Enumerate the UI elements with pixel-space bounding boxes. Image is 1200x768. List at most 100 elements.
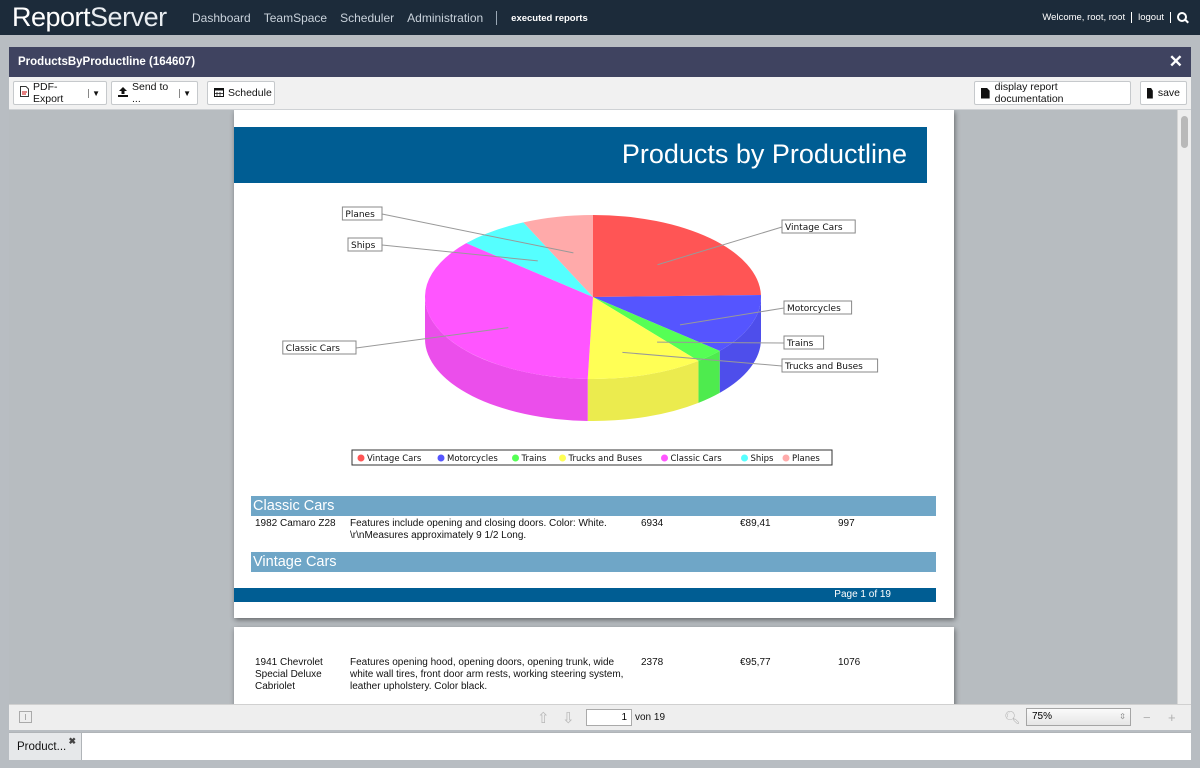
top-navigation-bar: ReportServer Dashboard TeamSpace Schedul… <box>0 0 1200 35</box>
send-to-button[interactable]: Send to ... ▼ <box>111 81 198 105</box>
report-toolbar: PDF-Export ▼ Send to ... ▼ Schedule disp… <box>9 77 1191 110</box>
schedule-button[interactable]: Schedule <box>207 81 275 105</box>
callout-line-1 <box>679 307 785 326</box>
product-name-cell: 1982 Camaro Z28 <box>255 518 336 529</box>
page-footer-text: Page 1 of 19 <box>834 589 891 600</box>
chart-legend: Vintage Cars Motorcycles Trains Trucks and … <box>351 449 833 466</box>
close-tab-icon[interactable]: ✖ <box>68 736 76 746</box>
product-price-cell: €95,77 <box>740 657 771 668</box>
legend-swatch-3 <box>559 454 566 462</box>
callout-box-2 <box>783 335 825 350</box>
callout-box-3 <box>781 358 879 373</box>
display-documentation-button[interactable]: display report documentation <box>974 81 1131 105</box>
user-divider-2 <box>1170 12 1171 23</box>
send-to-label: Send to ... <box>132 81 169 105</box>
nav-scheduler[interactable]: Scheduler <box>340 11 395 25</box>
document-icon <box>981 87 990 99</box>
chevron-updown-icon: ⇳ <box>1119 712 1126 721</box>
pdf-file-icon <box>20 86 29 100</box>
report-page-2: 1941 Chevrolet Special Deluxe Cabriolet … <box>234 627 954 704</box>
legend-label-2: Trains <box>521 454 547 464</box>
save-button[interactable]: save <box>1140 81 1187 105</box>
legend-swatch-4 <box>661 454 668 462</box>
callout-box-6 <box>341 206 383 221</box>
report-tab[interactable]: Product... ✖ <box>9 733 82 760</box>
zoom-in-icon[interactable]: + <box>1168 710 1176 725</box>
callout-line-3 <box>622 351 783 367</box>
welcome-text: Welcome, root, root <box>1042 12 1126 23</box>
main-nav: Dashboard TeamSpace Scheduler Administra… <box>192 11 601 25</box>
nav-teamspace[interactable]: TeamSpace <box>263 11 328 25</box>
report-window: ProductsByProductline (164607) ✕ PDF-Exp… <box>9 47 1191 730</box>
nav-dashboard[interactable]: Dashboard <box>192 11 251 25</box>
legend-swatch-6 <box>782 454 790 462</box>
product-description-cell: Features include opening and closing doo… <box>350 518 607 541</box>
section-header-vintage-cars: Vintage Cars <box>251 552 936 572</box>
legend-label-1: Motorcycles <box>447 454 498 464</box>
nav-administration[interactable]: Administration <box>407 11 484 25</box>
documentation-label: display report documentation <box>994 81 1064 105</box>
document-icon <box>1147 87 1153 99</box>
schedule-label: Schedule <box>228 87 272 99</box>
next-page-icon[interactable]: ⇩ <box>562 710 575 727</box>
window-title: ProductsByProductline (164607) <box>18 56 196 68</box>
page-navigation-bar: ⇧ ⇩ 1 von 19 🔍︎ 75% ⇳ − + <box>9 704 1191 730</box>
pie-side-3 <box>587 360 699 422</box>
callout-box-4 <box>282 340 357 355</box>
legend-label-3: Trucks and Buses <box>568 454 643 464</box>
pdf-export-label: PDF-Export <box>33 81 64 105</box>
callout-box-5 <box>347 237 383 252</box>
callout-label-6: Planes <box>345 210 375 220</box>
pie-slice-3 <box>587 297 699 379</box>
legend-label-4: Classic Cars <box>671 454 723 464</box>
page-number-input[interactable]: 1 <box>586 709 632 726</box>
legend-swatch-0 <box>357 454 365 462</box>
report-tab-label: Product... <box>17 741 67 753</box>
pie-side-2 <box>698 350 720 403</box>
pie-slice-0 <box>593 215 761 297</box>
chevron-down-icon[interactable]: ▼ <box>88 88 100 98</box>
calendar-icon <box>214 87 224 100</box>
user-divider <box>1131 12 1133 23</box>
search-icon[interactable] <box>1177 12 1188 23</box>
product-name-cell: 1941 Chevrolet Special Deluxe Cabriolet <box>255 657 323 692</box>
nav-divider <box>496 11 498 25</box>
sidebar-toggle-icon[interactable] <box>19 711 32 723</box>
pdf-export-button[interactable]: PDF-Export ▼ <box>13 81 107 105</box>
legend-label-5: Ships <box>751 454 775 464</box>
page-footer: Page 1 of 19 <box>234 588 936 602</box>
vertical-scrollbar[interactable] <box>1177 110 1191 704</box>
reportserver-logo[interactable]: ReportServer <box>12 4 167 31</box>
zoom-value: 75% <box>1032 711 1053 722</box>
product-description-cell: Features opening hood, opening doors, op… <box>350 657 624 692</box>
upload-icon <box>118 86 128 100</box>
pie-slice-4 <box>425 243 593 379</box>
report-title: Products by Productline <box>621 139 907 169</box>
logout-link[interactable]: logout <box>1138 12 1164 23</box>
pie-side-4 <box>425 297 588 421</box>
product-count-cell: 997 <box>838 518 855 529</box>
zoom-search-icon[interactable]: 🔍︎ <box>1004 710 1021 725</box>
report-page-1: Products by Productline Vintage Cars Moto… <box>234 110 954 618</box>
user-box: Welcome, root, root logout <box>1042 12 1188 23</box>
previous-page-icon[interactable]: ⇧ <box>537 710 550 727</box>
page-count-text: von 19 <box>635 712 666 723</box>
legend-swatch-5 <box>741 454 748 462</box>
zoom-select[interactable]: 75% ⇳ <box>1026 708 1131 726</box>
callout-label-2: Trains <box>786 339 814 349</box>
callout-label-4: Classic Cars <box>286 344 340 354</box>
zoom-out-icon[interactable]: − <box>1143 710 1151 725</box>
legend-swatch-1 <box>437 454 445 462</box>
legend-box <box>351 449 833 466</box>
product-count-cell: 1076 <box>838 657 861 668</box>
scrollbar-thumb[interactable] <box>1181 116 1188 148</box>
nav-executed-reports[interactable]: executed reports <box>511 12 588 24</box>
callout-box-0 <box>781 219 856 234</box>
logo-text-main: Report <box>12 2 91 32</box>
legend-label-6: Planes <box>792 454 820 464</box>
report-tab-strip: Product... ✖ <box>9 732 1191 760</box>
callout-label-1: Motorcycles <box>787 304 841 314</box>
close-icon[interactable]: ✕ <box>1168 52 1183 71</box>
chevron-down-icon[interactable]: ▼ <box>179 88 191 98</box>
report-viewer[interactable]: Products by Productline Vintage Cars Moto… <box>9 110 1191 704</box>
